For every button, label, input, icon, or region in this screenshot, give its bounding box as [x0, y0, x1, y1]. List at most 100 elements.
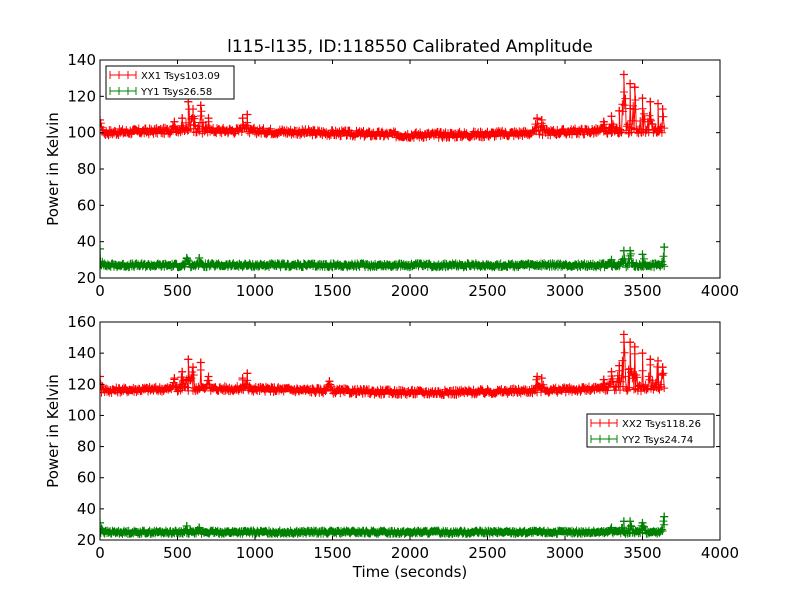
y-tick-label: 80: [77, 160, 96, 178]
spike-point: [638, 518, 647, 527]
spike-point: [170, 117, 179, 126]
chart-title: l115-l135, ID:118550 Calibrated Amplitud…: [227, 37, 593, 57]
spike-point: [646, 355, 655, 364]
spike-point: [196, 101, 205, 110]
spike-point: [100, 115, 104, 124]
spike-point: [607, 367, 616, 376]
spike-point: [537, 115, 546, 124]
x-tick-label: 4000: [701, 282, 739, 300]
y-tick-label: 40: [77, 233, 96, 251]
spike-point: [615, 106, 624, 115]
spike-point: [626, 246, 635, 255]
spike-point: [204, 372, 213, 381]
spike-point: [100, 244, 104, 253]
spike-point: [243, 369, 252, 378]
spike-point: [599, 375, 608, 384]
spike-point: [607, 112, 616, 121]
spike-point: [184, 355, 193, 364]
y-tick-label: 20: [77, 269, 96, 287]
spike-point: [178, 367, 187, 376]
spike-point: [658, 105, 667, 114]
series-markers: [100, 243, 669, 272]
spike-point: [638, 349, 647, 358]
series-markers: [100, 70, 669, 142]
x-tick-label: 1000: [236, 544, 274, 562]
spike-point: [533, 372, 542, 381]
x-tick-label: 0: [95, 544, 105, 562]
spike-point: [619, 70, 628, 79]
spike-point: [638, 94, 647, 103]
spike-point: [658, 363, 667, 372]
series-xx: [100, 330, 669, 399]
y-tick-label: 120: [67, 375, 96, 393]
y-tick-label: 60: [77, 196, 96, 214]
y-axis-label: Power in Kelvin: [44, 112, 62, 226]
spike-point: [189, 363, 197, 372]
spike-point: [170, 374, 179, 383]
spike-point: [243, 110, 252, 119]
series-xx: [100, 70, 669, 142]
y-tick-label: 100: [67, 124, 96, 142]
y-tick-label: 60: [77, 469, 96, 487]
spike-point: [178, 114, 187, 123]
legend: XX1 Tsys103.09 YY1 Tsys26.58: [105, 65, 235, 100]
x-tick-label: 500: [163, 544, 192, 562]
spike-point: [615, 361, 624, 370]
spike-point: [325, 377, 334, 386]
legend-label: XX1 Tsys103.09: [141, 71, 220, 82]
x-tick-label: 1500: [313, 544, 351, 562]
spike-point: [660, 243, 669, 252]
spike-point: [195, 523, 204, 532]
spike-point: [599, 117, 608, 126]
spike-point: [630, 83, 639, 92]
spike-point: [195, 254, 204, 263]
spike-point: [660, 512, 669, 521]
y-tick-label: 120: [67, 87, 96, 105]
x-tick-label: 4000: [701, 544, 739, 562]
legend-box: [586, 413, 715, 448]
y-tick-label: 40: [77, 500, 96, 518]
y-tick-label: 80: [77, 438, 96, 456]
y-tick-label: 140: [67, 344, 96, 362]
spike-point: [238, 374, 247, 383]
spike-point: [100, 372, 104, 381]
y-tick-label: 100: [67, 406, 96, 424]
spike-point: [619, 330, 628, 339]
legend-marker: [109, 87, 137, 95]
y-tick-label: 140: [67, 51, 96, 69]
spike-point: [626, 338, 635, 347]
legend-box: [105, 65, 235, 100]
spike-point: [182, 521, 191, 530]
spike-point: [607, 255, 616, 264]
y-tick-label: 20: [77, 531, 96, 549]
x-tick-label: 3500: [623, 282, 661, 300]
x-tick-label: 500: [163, 282, 192, 300]
spike-point: [238, 114, 247, 123]
series-yy: [100, 243, 669, 272]
legend-label: YY2 Tsys24.74: [621, 435, 693, 446]
spike-point: [638, 250, 647, 259]
spike-point: [607, 523, 616, 532]
spike-point: [537, 374, 546, 383]
x-tick-label: 3500: [623, 544, 661, 562]
legend-marker: [109, 71, 137, 79]
spike-point: [533, 114, 542, 123]
series-markers: [100, 330, 669, 399]
x-axis-label: Time (seconds): [352, 563, 468, 581]
spike-point: [626, 517, 635, 526]
spike-point: [654, 356, 662, 365]
spike-point: [182, 254, 191, 263]
legend-marker: [590, 435, 618, 443]
y-tick-label: 160: [67, 313, 96, 331]
spike-point: [630, 342, 639, 351]
x-tick-label: 2500: [468, 282, 506, 300]
legend: XX2 Tsys118.26 YY2 Tsys24.74: [586, 413, 715, 448]
series-markers: [100, 512, 669, 538]
x-tick-label: 1000: [236, 282, 274, 300]
series-yy: [100, 512, 669, 538]
spike-point: [626, 79, 635, 88]
x-tick-label: 1500: [313, 282, 351, 300]
x-tick-label: 3000: [546, 282, 584, 300]
top-panel: 0 500 1000 1500 2000 2500 3000 3500 4000 20 40 60 80…: [44, 37, 739, 300]
